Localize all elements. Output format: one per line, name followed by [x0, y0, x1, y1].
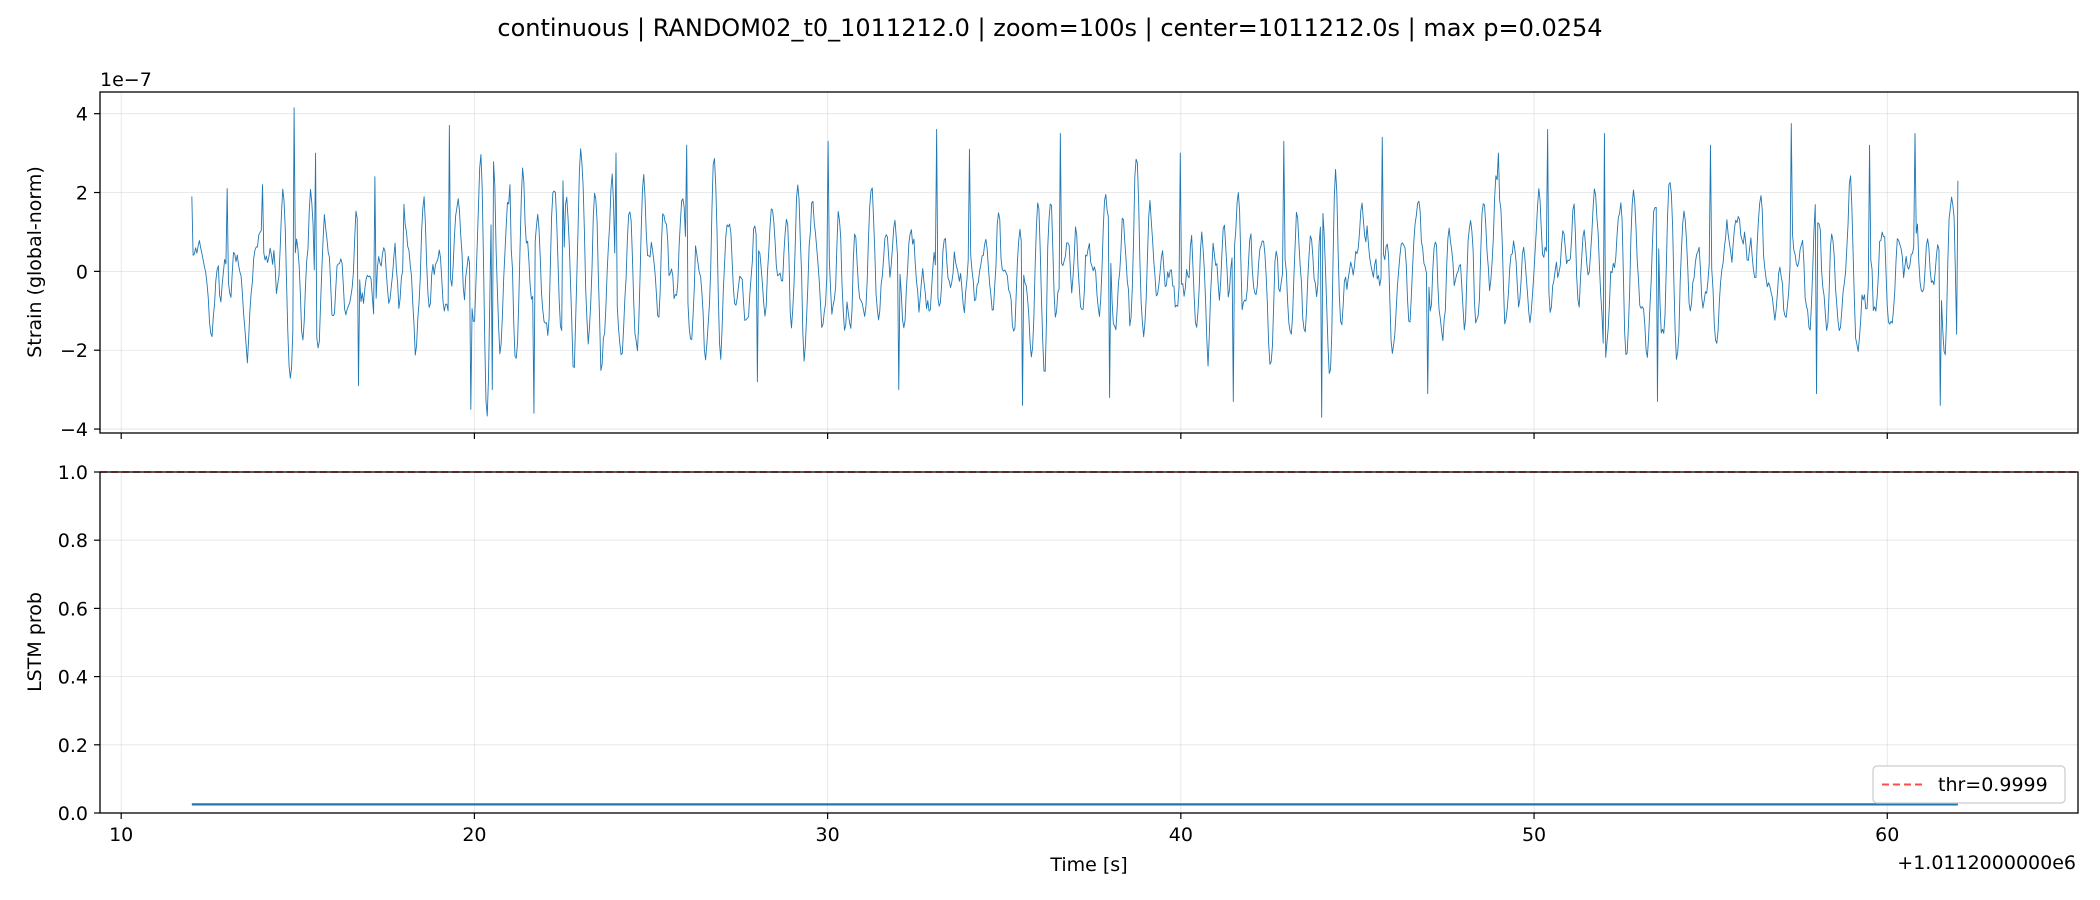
prob-y-tick-label: 0.6 — [58, 598, 88, 620]
x-axis-label: Time [s] — [1049, 854, 1127, 876]
prob-x-tick-label: 10 — [109, 824, 133, 846]
prob-y-tick-label: 0.8 — [58, 530, 88, 552]
prob-y-ticks: 0.0 0.2 0.4 0.6 0.8 1.0 — [58, 462, 100, 825]
strain-panel: −4 −2 0 2 4 1e−7 Strain (global-norm) — [24, 69, 2079, 441]
prob-x-ticks: 10 20 30 40 50 60 — [109, 813, 1899, 846]
strain-y-tick-label: 0 — [76, 261, 88, 283]
prob-x-tick-label: 40 — [1169, 824, 1193, 846]
prob-y-tick-label: 0.4 — [58, 667, 88, 689]
prob-x-tick-label: 50 — [1522, 824, 1546, 846]
strain-y-axis-label: Strain (global-norm) — [24, 166, 46, 358]
prob-series — [100, 471, 2078, 806]
prob-y-tick-label: 0.0 — [58, 803, 88, 825]
legend: thr=0.9999 — [1872, 765, 2066, 804]
prob-panel: 0.0 0.2 0.4 0.6 0.8 1.0 10 20 30 40 50 60 LSTM pro… — [24, 462, 2079, 876]
prob-y-axis-label: LSTM prob — [24, 592, 46, 692]
strain-gridlines — [100, 92, 2078, 433]
prob-gridlines — [100, 471, 2078, 814]
strain-y-tick-label: −4 — [60, 419, 88, 441]
legend-box — [1872, 765, 2066, 804]
strain-y-ticks: −4 −2 0 2 4 — [60, 104, 100, 441]
legend-threshold-label: thr=0.9999 — [1938, 774, 2048, 796]
strain-y-multiplier: 1e−7 — [100, 69, 152, 91]
prob-x-tick-label: 30 — [816, 824, 840, 846]
x-offset-label: +1.0112000000e6 — [1897, 852, 2076, 874]
strain-x-ticks — [120, 433, 1888, 439]
figure-title: continuous | RANDOM02_t0_1011212.0 | zoo… — [497, 14, 1602, 42]
strain-axes-frame — [99, 91, 2079, 434]
strain-y-tick-label: −2 — [60, 340, 88, 362]
strain-y-tick-label: 2 — [76, 183, 88, 205]
prob-y-tick-label: 1.0 — [58, 462, 88, 484]
strain-line — [191, 107, 1959, 418]
strain-series — [191, 107, 1959, 418]
strain-y-tick-label: 4 — [76, 104, 88, 126]
prob-x-tick-label: 60 — [1875, 824, 1899, 846]
prob-x-tick-label: 20 — [462, 824, 486, 846]
prob-y-tick-label: 0.2 — [58, 735, 88, 757]
prob-axes-frame — [99, 471, 2079, 814]
